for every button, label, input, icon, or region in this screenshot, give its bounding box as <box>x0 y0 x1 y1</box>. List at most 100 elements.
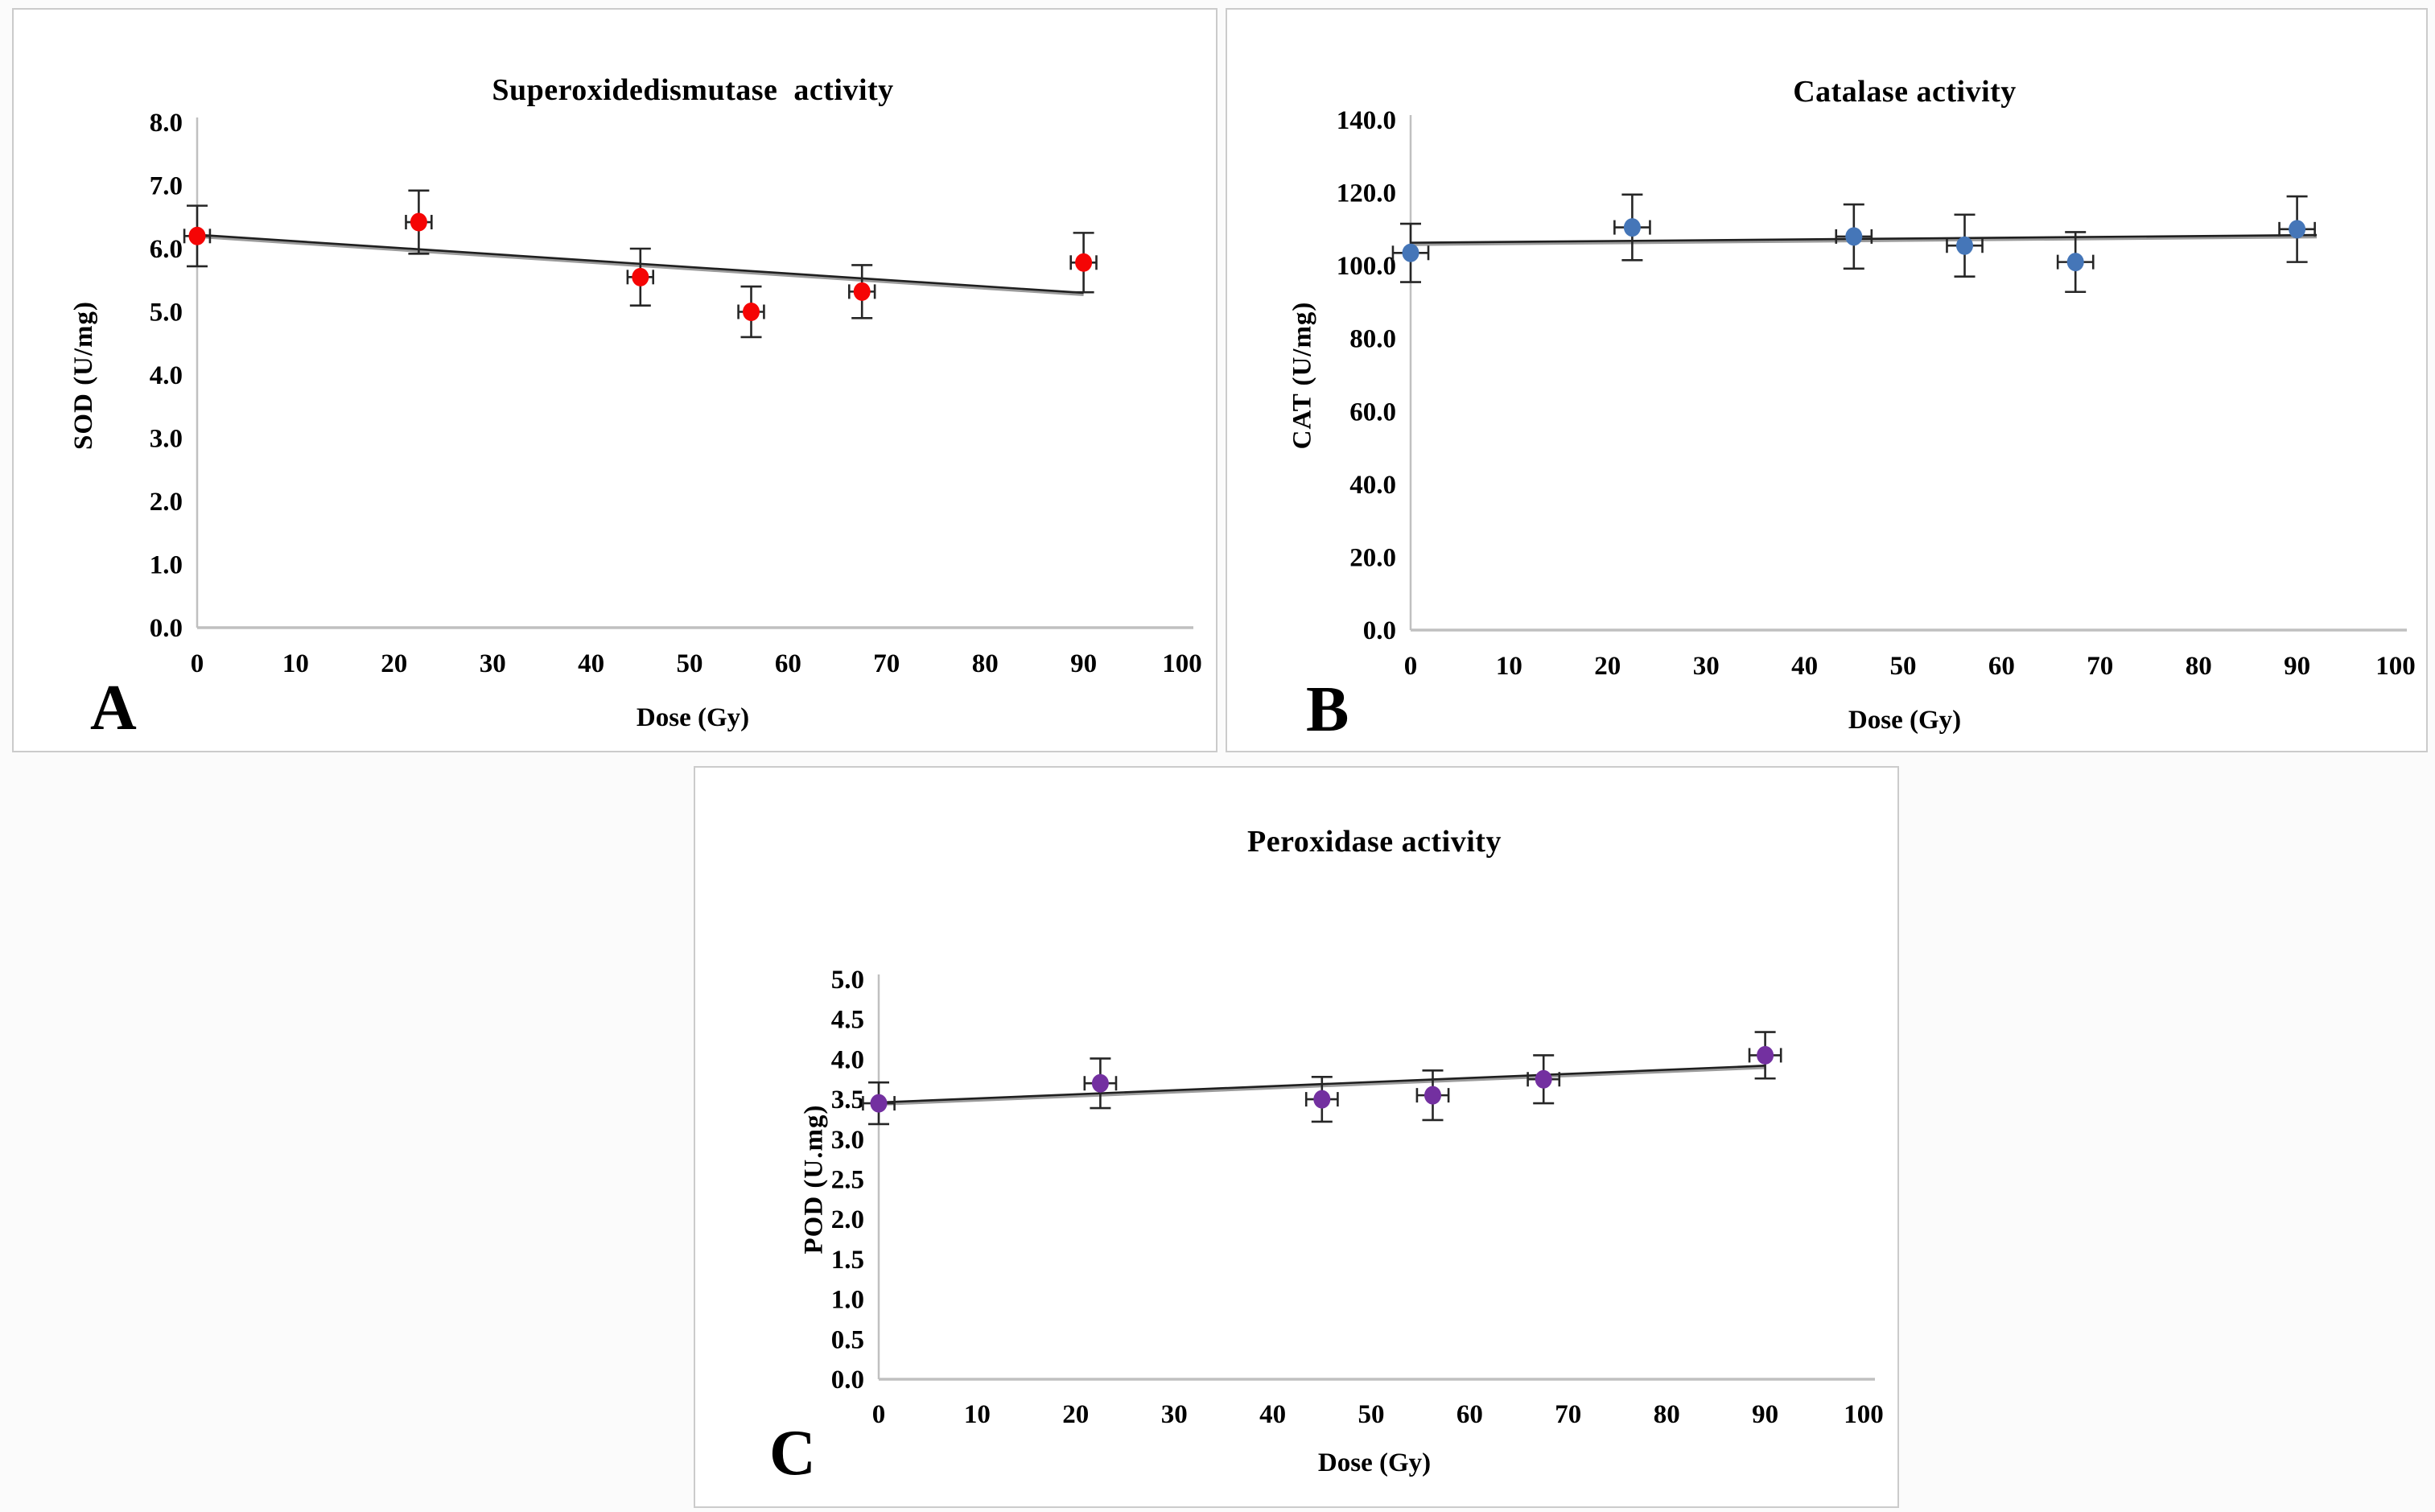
x-axis-title: Dose (Gy) <box>1317 1448 1432 1477</box>
data-point <box>632 267 649 286</box>
y-tick-label: 40.0 <box>1349 471 1396 500</box>
y-tick-label: 1.0 <box>150 551 183 580</box>
chart-title: Superoxidedismutase activity <box>492 73 894 107</box>
y-axis-title: CAT (U/mg) <box>1288 301 1317 449</box>
x-tick-label: 20 <box>381 649 407 678</box>
sod-scatter-plot: 0.0 1.0 2.0 3.0 4.0 5.0 6.0 7.0 8.0 0 10 20 30 40 50 60… <box>150 109 1202 678</box>
y-tick-label: 0.0 <box>150 614 183 643</box>
x-tick-label: 0 <box>191 649 204 678</box>
data-point <box>870 1094 888 1113</box>
y-tick-label: 7.0 <box>150 172 183 201</box>
trendline-shadow <box>1410 236 2318 246</box>
y-tick-label: 2.0 <box>150 488 183 517</box>
x-tick-label: 30 <box>1693 652 1720 681</box>
x-tick-label: 0 <box>872 1400 886 1429</box>
y-tick-label: 2.5 <box>831 1166 864 1195</box>
x-tick-label: 100 <box>1844 1400 1884 1429</box>
y-axis-title-box: SOD (U/mg) <box>4 295 165 455</box>
y-tick-label: 3.0 <box>831 1126 864 1155</box>
error-bar <box>1083 1057 1118 1110</box>
x-tick-label: 0 <box>1404 652 1418 681</box>
data-point <box>1313 1090 1331 1109</box>
x-tick-label: 40 <box>1259 1400 1286 1429</box>
error-bar <box>2278 195 2316 263</box>
x-tick-label: 40 <box>1791 652 1818 681</box>
x-tick-label: 90 <box>2284 652 2310 681</box>
y-tick-label: 60.0 <box>1349 398 1396 426</box>
panel-c: 0.0 0.5 1.0 1.5 2.0 2.5 3.0 3.5 4.0 4.5 5.0 0 10 20 30… <box>694 766 1899 1508</box>
y-tick-label: 3.5 <box>831 1086 864 1114</box>
data-point <box>1956 236 1973 255</box>
x-tick-label: 100 <box>1162 649 1202 678</box>
y-tick-label: 4.5 <box>831 1006 864 1035</box>
x-tick-label: 40 <box>578 649 604 678</box>
chart-title: Peroxidase activity <box>1247 825 1502 859</box>
x-tick-label: 50 <box>677 649 703 678</box>
x-tick-label: 30 <box>480 649 506 678</box>
y-tick-label: 8.0 <box>150 109 183 138</box>
data-point <box>1091 1073 1109 1093</box>
x-tick-label: 20 <box>1062 1400 1089 1429</box>
chart-title: Catalase activity <box>1793 75 2017 109</box>
x-tick-label: 50 <box>1890 652 1917 681</box>
y-axis-title: POD (U.mg) <box>799 1104 829 1254</box>
y-tick-label: 140.0 <box>1337 106 1396 135</box>
y-axis-title-box: POD (U.mg) <box>734 1098 895 1259</box>
error-bar <box>862 1081 896 1126</box>
x-tick-label: 90 <box>1070 649 1097 678</box>
y-tick-label: 4.0 <box>150 361 183 390</box>
x-axis-title: Dose (Gy) <box>1848 706 1962 735</box>
y-tick-label: 0.5 <box>831 1325 864 1354</box>
x-tick-label: 80 <box>972 649 999 678</box>
x-tick-label: 90 <box>1752 1400 1778 1429</box>
y-tick-label: 6.0 <box>150 235 183 264</box>
data-point <box>1075 253 1093 272</box>
x-tick-label: 100 <box>2375 652 2416 681</box>
data-point <box>743 303 760 321</box>
x-tick-label: 50 <box>1358 1400 1385 1429</box>
y-tick-label: 80.0 <box>1349 325 1396 354</box>
y-tick-label: 4.0 <box>831 1045 864 1074</box>
x-tick-label: 80 <box>1654 1400 1680 1429</box>
x-tick-label: 80 <box>2186 652 2212 681</box>
x-tick-label: 10 <box>1496 652 1522 681</box>
x-tick-label: 20 <box>1594 652 1621 681</box>
data-point <box>1535 1069 1552 1089</box>
data-point <box>1845 227 1863 246</box>
x-tick-label: 10 <box>964 1400 991 1429</box>
data-point <box>853 282 871 301</box>
panel-letter: A <box>90 673 137 744</box>
x-tick-label: 70 <box>873 649 900 678</box>
y-tick-label: 5.0 <box>831 966 864 995</box>
panel-letter: C <box>769 1418 816 1489</box>
data-point <box>1757 1045 1774 1065</box>
x-tick-label: 70 <box>2087 652 2113 681</box>
x-tick-label: 10 <box>282 649 309 678</box>
data-point <box>1402 243 1419 262</box>
pod-scatter-plot: 0.0 0.5 1.0 1.5 2.0 2.5 3.0 3.5 4.0 4.5 5.0 0 10 20 30… <box>831 966 1884 1429</box>
data-point <box>1623 218 1641 237</box>
trendline <box>1410 233 2318 244</box>
y-tick-label: 3.0 <box>150 425 183 454</box>
y-tick-label: 1.0 <box>831 1286 864 1315</box>
x-axis-title: Dose (Gy) <box>636 703 750 732</box>
x-tick-label: 60 <box>1988 652 2015 681</box>
panel-letter: B <box>1306 674 1349 745</box>
data-point <box>2289 220 2306 239</box>
y-tick-label: 1.5 <box>831 1246 864 1275</box>
y-tick-label: 0.0 <box>831 1366 864 1395</box>
data-point <box>188 226 206 245</box>
y-axis-title-box: CAT (U/mg) <box>1222 295 1383 455</box>
y-tick-label: 5.0 <box>150 299 183 328</box>
data-point <box>410 212 427 232</box>
y-axis-title: SOD (U/mg) <box>69 300 99 450</box>
y-tick-label: 100.0 <box>1337 252 1396 281</box>
panel-a: 0.0 1.0 2.0 3.0 4.0 5.0 6.0 7.0 8.0 0 10 20 30 40 50 60… <box>12 8 1218 752</box>
x-tick-label: 60 <box>1456 1400 1483 1429</box>
cat-scatter-plot: 0.0 20.0 40.0 60.0 80.0 100.0 120.0 140.0 0 10 20 3… <box>1337 106 2416 681</box>
data-point <box>2066 253 2084 272</box>
panel-b: 0.0 20.0 40.0 60.0 80.0 100.0 120.0 140.0 0 10 20 3… <box>1226 8 2428 752</box>
x-tick-label: 60 <box>775 649 801 678</box>
error-bar <box>1527 1054 1561 1105</box>
